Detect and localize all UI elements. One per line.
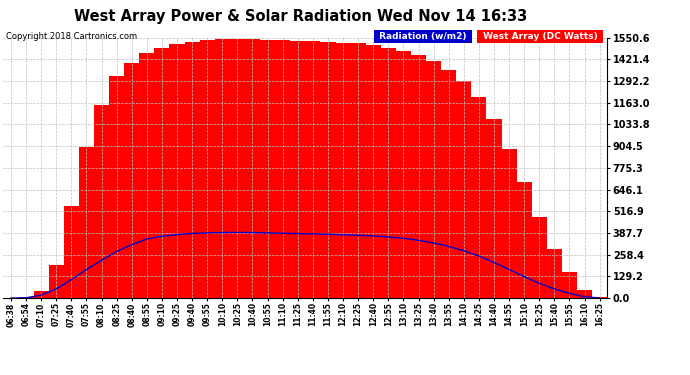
Bar — [320, 42, 335, 298]
Bar — [532, 217, 547, 298]
Bar — [245, 39, 260, 298]
Bar — [275, 40, 290, 298]
Bar — [260, 40, 275, 298]
Bar — [139, 53, 155, 298]
Bar — [456, 81, 471, 298]
Bar — [426, 61, 441, 298]
Bar — [34, 291, 49, 298]
Bar — [63, 206, 79, 298]
Bar — [396, 51, 411, 298]
Bar — [109, 76, 124, 298]
Bar — [335, 43, 351, 298]
Bar — [199, 40, 215, 298]
Bar — [486, 119, 502, 298]
Bar — [547, 249, 562, 298]
Bar — [184, 42, 199, 298]
Bar — [562, 272, 577, 298]
Bar — [411, 55, 426, 298]
Bar — [366, 45, 381, 298]
Text: Radiation (w/m2): Radiation (w/m2) — [376, 32, 470, 41]
Bar — [290, 40, 305, 298]
Bar — [79, 147, 94, 298]
Bar — [305, 41, 320, 298]
Text: West Array (DC Watts): West Array (DC Watts) — [480, 32, 600, 41]
Bar — [502, 148, 517, 298]
Bar — [577, 290, 592, 298]
Bar — [94, 105, 109, 298]
Bar — [351, 44, 366, 298]
Bar — [441, 69, 456, 298]
Bar — [381, 48, 396, 298]
Bar — [19, 297, 34, 298]
Bar — [471, 97, 486, 298]
Bar — [230, 39, 245, 298]
Bar — [215, 39, 230, 298]
Bar — [155, 48, 170, 298]
Bar — [124, 63, 139, 298]
Bar — [517, 182, 532, 298]
Text: West Array Power & Solar Radiation Wed Nov 14 16:33: West Array Power & Solar Radiation Wed N… — [74, 9, 526, 24]
Text: Copyright 2018 Cartronics.com: Copyright 2018 Cartronics.com — [6, 32, 137, 41]
Bar — [170, 44, 184, 298]
Bar — [592, 297, 607, 298]
Bar — [49, 264, 63, 298]
